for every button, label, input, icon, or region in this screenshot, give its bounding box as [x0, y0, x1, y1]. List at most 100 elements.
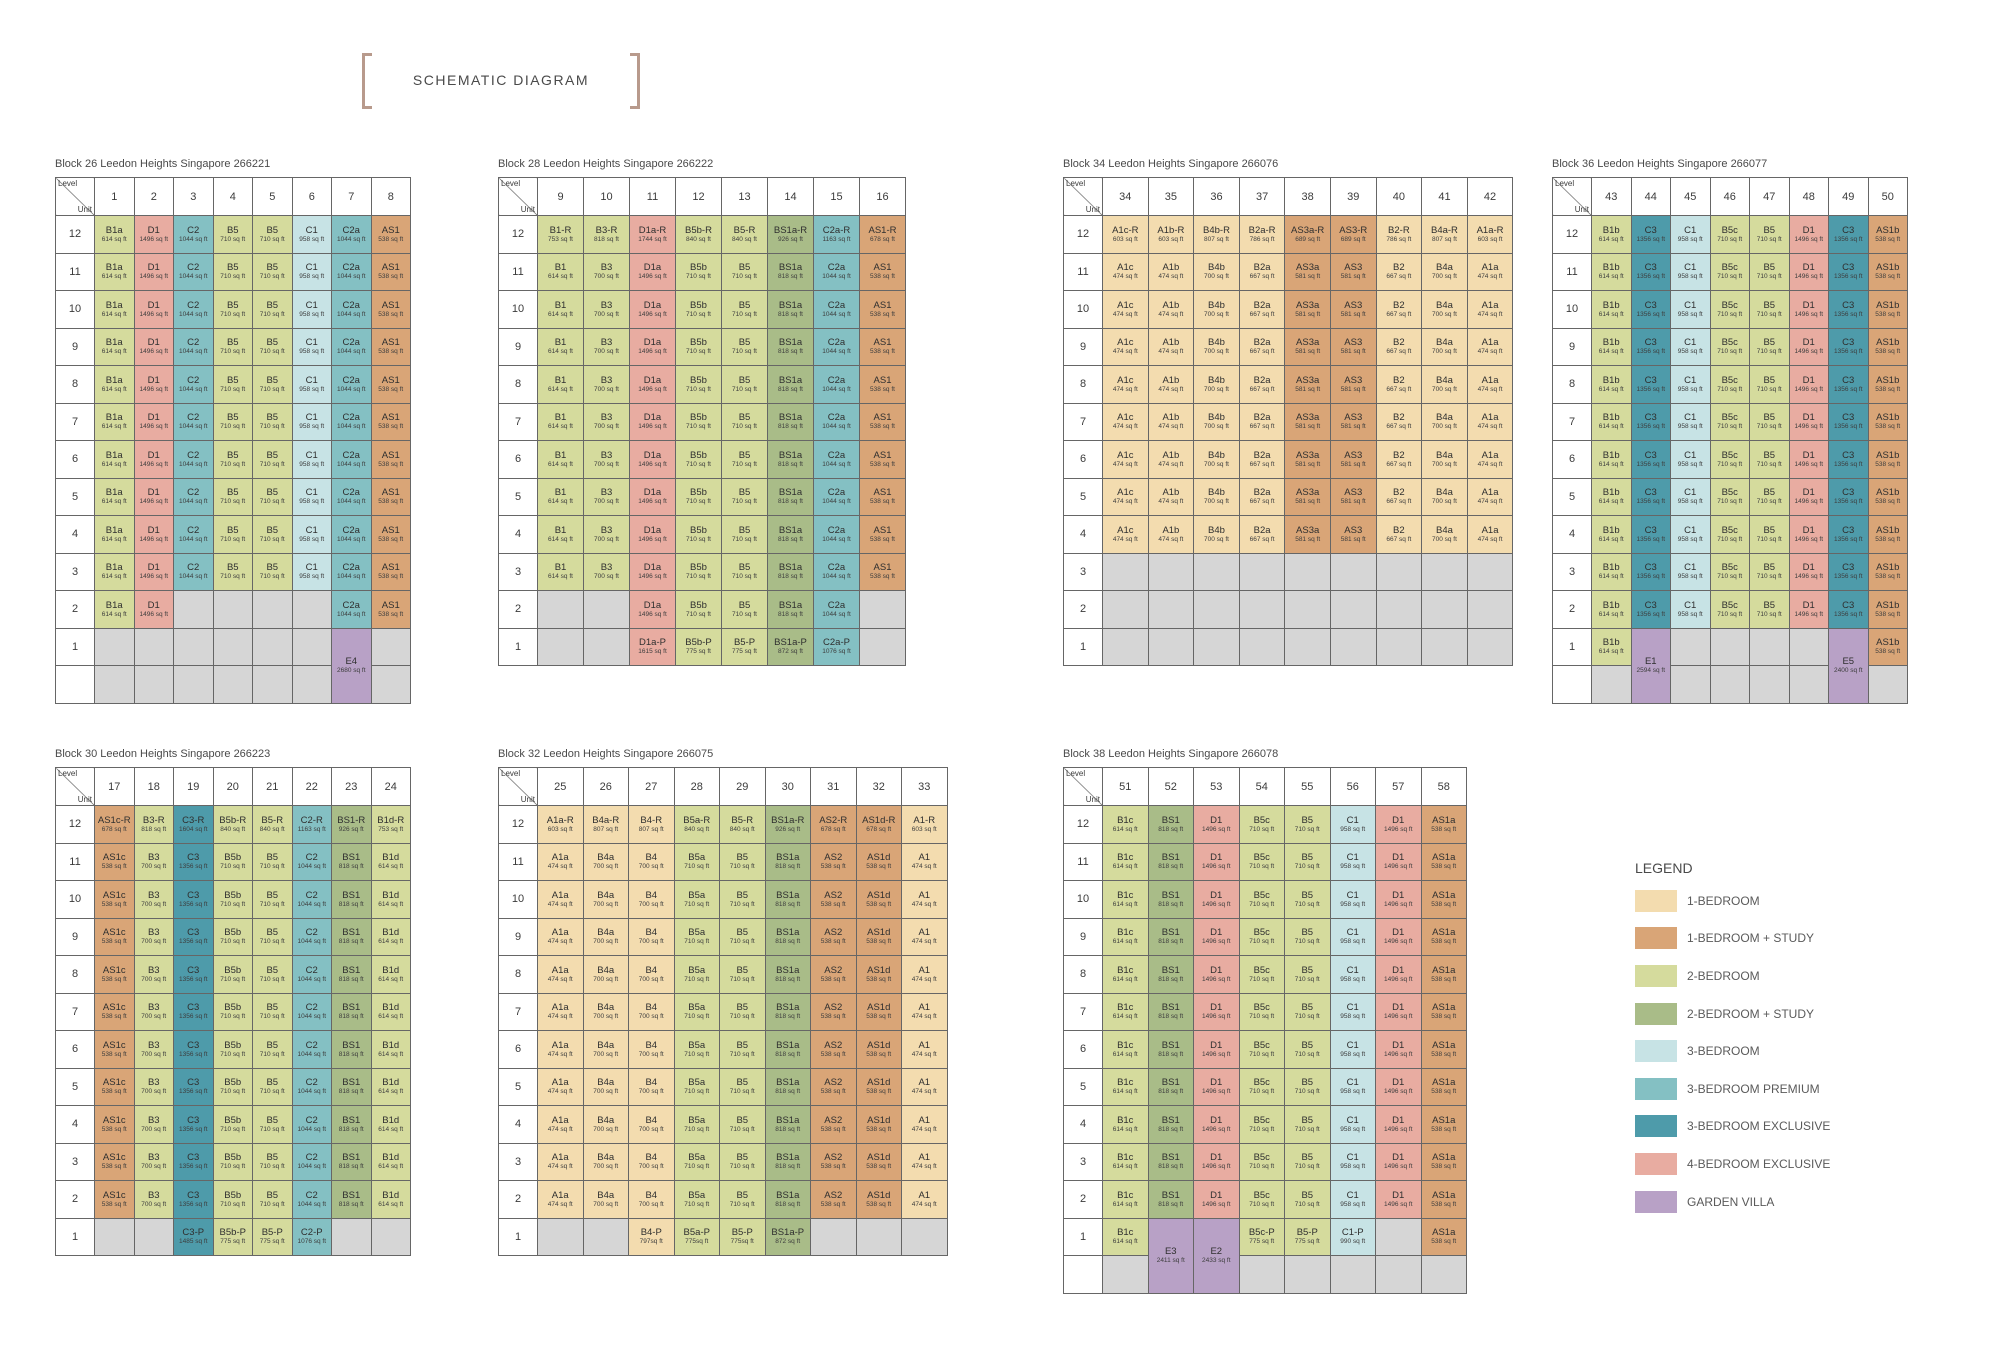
level-number: 8	[498, 955, 538, 994]
unit-size-label: 710 sq ft	[1717, 385, 1743, 393]
unit-cell: A1a 474 sq ft	[537, 917, 584, 956]
unit-cell: BS1 818 sq ft	[1147, 1142, 1194, 1181]
unit-cell: A1a-R 603 sq ft	[537, 805, 584, 844]
unit-cell: B1a 614 sq ft	[94, 402, 135, 441]
level-number: 11	[1063, 842, 1103, 881]
unit-cell: B1b 614 sq ft	[1591, 252, 1632, 291]
unit-number-header: 33	[901, 767, 948, 806]
unit-size-label: 667 sq ft	[1249, 460, 1275, 468]
unit-cell: A1 474 sq ft	[901, 1180, 948, 1219]
unit-cell: A1b 474 sq ft	[1147, 252, 1195, 291]
level-number: 2	[1552, 590, 1592, 629]
unit-type-label: B1a	[105, 449, 123, 461]
unit-size-label: 538 sq ft	[378, 385, 404, 393]
empty-cell	[370, 627, 411, 666]
unit-size-label: 710 sq ft	[1756, 610, 1782, 618]
unit-cell: D1 1496 sq ft	[1788, 590, 1829, 629]
unit-type-label: B5	[1763, 412, 1776, 424]
unit-size-label: 614 sq ft	[1112, 938, 1138, 946]
unit-size-label: 614 sq ft	[378, 1050, 404, 1058]
unit-size-label: 1496 sq ft	[1794, 460, 1824, 468]
unit-size-label: 797sq ft	[639, 1238, 663, 1246]
unit-size-label: 710 sq ft	[259, 1125, 285, 1133]
unit-type-label: AS1a	[1432, 1189, 1456, 1201]
unit-number-header: 21	[252, 767, 293, 806]
unit-size-label: 614 sq ft	[101, 610, 127, 618]
unit-number-header: 27	[628, 767, 675, 806]
unit-size-label: 958 sq ft	[1340, 1125, 1366, 1133]
unit-size-label: 1044 sq ft	[336, 460, 366, 468]
unit-size-label: 1496 sq ft	[1794, 498, 1824, 506]
unit-cell: B5c 710 sq ft	[1709, 327, 1750, 366]
unit-cell: C2 1044 sq ft	[173, 440, 214, 479]
unit-size-label: 538 sq ft	[820, 938, 846, 946]
unit-cell: BS1 818 sq ft	[331, 1067, 372, 1106]
unit-cell: AS1a 538 sq ft	[1420, 1067, 1467, 1106]
unit-size-label: 958 sq ft	[1340, 1013, 1366, 1021]
unit-type-label: C1	[305, 337, 318, 349]
unit-cell: C2 1044 sq ft	[173, 515, 214, 554]
unit-size-label: 1496 sq ft	[139, 310, 169, 318]
unit-cell: AS1b 538 sq ft	[1867, 252, 1908, 291]
unit-type-label: A1a	[551, 1189, 569, 1201]
unit-size-label: 700 sq ft	[141, 863, 167, 871]
unit-type-label: B5	[1301, 927, 1314, 939]
unit-cell: C1 958 sq ft	[1329, 805, 1376, 844]
legend-label: 3-BEDROOM PREMIUM	[1687, 1081, 1820, 1096]
unit-number-header: 35	[1147, 177, 1195, 216]
unit-type-label: B5b	[224, 927, 242, 939]
unit-cell: D1 1496 sq ft	[1193, 955, 1240, 994]
unit-cell: A1 474 sq ft	[901, 880, 948, 919]
unit-type-label: C1	[1684, 599, 1697, 611]
unit-cell: C3 1356 sq ft	[1828, 515, 1869, 554]
unit-size-label: 1356 sq ft	[1833, 535, 1863, 543]
unit-type-label: B4a	[597, 852, 615, 864]
unit-type-label: B5a	[688, 889, 706, 901]
unit-cell: AS1 538 sq ft	[370, 290, 411, 329]
unit-cell: AS1 538 sq ft	[859, 365, 906, 404]
unit-cell: B4b 700 sq ft	[1193, 290, 1240, 329]
unit-size-label: 614 sq ft	[378, 975, 404, 983]
unit-size-label: 775 sq ft	[1294, 1238, 1320, 1246]
unit-cell: B5-P 775 sq ft	[1284, 1217, 1331, 1256]
unit-size-label: 710 sq ft	[729, 975, 755, 983]
unit-cell: C3 1356 sq ft	[1828, 365, 1869, 404]
unit-size-label: 1356 sq ft	[178, 975, 208, 983]
unit-type-label: AS3	[1344, 262, 1363, 274]
level-number: 5	[498, 1067, 538, 1106]
unit-cell: B4a 700 sq ft	[582, 955, 629, 994]
unit-cell: B1d 614 sq ft	[370, 842, 411, 881]
unit-type-label: B4a	[597, 889, 615, 901]
unit-cell: A1c 474 sq ft	[1102, 440, 1149, 479]
unit-size-label: 581 sq ft	[1340, 460, 1366, 468]
unit-cell: B5 710 sq ft	[1749, 477, 1790, 516]
unit-cell: D1 1496 sq ft	[1788, 477, 1829, 516]
legend-label: 2-BEDROOM	[1687, 968, 1760, 983]
unit-number-header: 53	[1193, 767, 1240, 806]
unit-type-label: BS1	[1161, 1114, 1180, 1126]
unit-cell: B5b 710 sq ft	[675, 252, 722, 291]
unit-type-label: B4	[645, 1189, 658, 1201]
unit-cell: B1d 614 sq ft	[370, 1067, 411, 1106]
unit-type-label: BS1	[342, 1077, 361, 1089]
unit-size-label: 700 sq ft	[594, 573, 619, 581]
unit-size-label: 614 sq ft	[1598, 385, 1624, 393]
unit-size-label: 818 sq ft	[775, 900, 801, 908]
unit-cell: B2a 667 sq ft	[1238, 252, 1286, 291]
unit-type-label: D1	[147, 599, 160, 611]
unit-type-label: B5b	[690, 487, 707, 499]
unit-type-label: C2	[305, 927, 318, 939]
unit-size-label: 538 sq ft	[378, 423, 404, 431]
unit-type-label: B2	[1393, 524, 1405, 536]
empty-cell	[810, 1217, 857, 1256]
unit-size-label: 710 sq ft	[1249, 1163, 1275, 1171]
unit-cell: B5a 710 sq ft	[673, 955, 720, 994]
unit-size-label: 818 sq ft	[1158, 1013, 1184, 1021]
unit-cell: C1 958 sq ft	[291, 552, 332, 591]
unit-size-label: 474 sq ft	[547, 1200, 573, 1208]
unit-size-label: 1044 sq ft	[297, 975, 327, 983]
unit-size-label: 1496 sq ft	[1201, 1088, 1231, 1096]
unit-type-label: D1	[1392, 1002, 1405, 1014]
unit-cell: C3 1356 sq ft	[173, 1180, 214, 1219]
unit-size-label: 700 sq ft	[638, 1013, 664, 1021]
